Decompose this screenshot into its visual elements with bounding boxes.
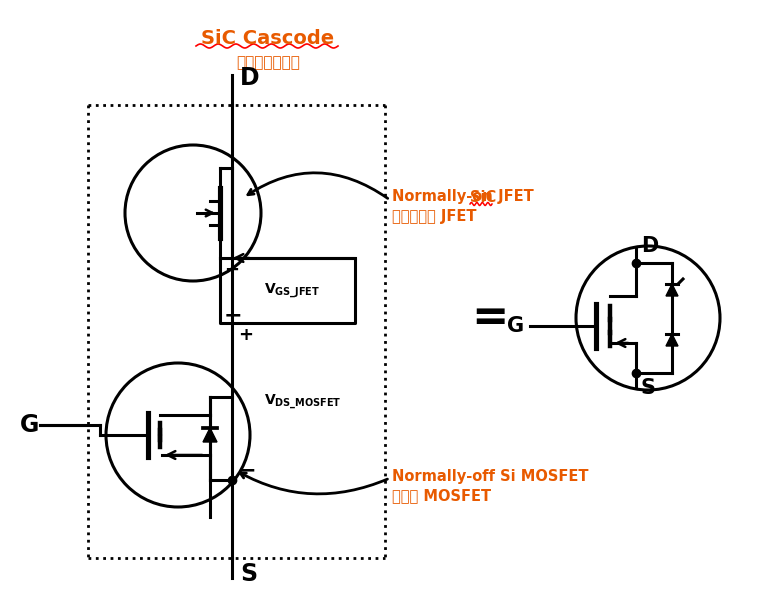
Text: D: D: [641, 236, 659, 256]
Text: Normally-off Si MOSFET: Normally-off Si MOSFET: [392, 468, 589, 484]
Polygon shape: [666, 284, 678, 296]
Text: JFET: JFET: [493, 190, 534, 204]
Text: =: =: [471, 296, 509, 339]
Text: +: +: [224, 261, 239, 279]
Text: −: −: [238, 460, 256, 480]
Text: 常关硅 MOSFET: 常关硅 MOSFET: [392, 488, 491, 504]
Text: Normally-on: Normally-on: [392, 190, 498, 204]
Text: G: G: [507, 316, 524, 336]
Text: 碳化硅共源共栅: 碳化硅共源共栅: [236, 56, 300, 70]
Text: S: S: [641, 378, 656, 398]
Text: SiC Cascode: SiC Cascode: [201, 28, 335, 47]
Text: SiC: SiC: [470, 190, 496, 204]
Text: G: G: [20, 413, 40, 437]
Text: D: D: [240, 66, 260, 90]
Polygon shape: [666, 334, 678, 346]
Text: S: S: [240, 562, 257, 586]
Text: $\mathbf{V_{GS\_JFET}}$: $\mathbf{V_{GS\_JFET}}$: [264, 281, 321, 300]
Text: 常开碳化硅 JFET: 常开碳化硅 JFET: [392, 210, 477, 224]
Text: $\mathbf{V_{DS\_MOSFET}}$: $\mathbf{V_{DS\_MOSFET}}$: [264, 392, 342, 411]
Polygon shape: [203, 428, 217, 442]
Text: +: +: [238, 326, 253, 344]
Text: −: −: [224, 305, 242, 325]
